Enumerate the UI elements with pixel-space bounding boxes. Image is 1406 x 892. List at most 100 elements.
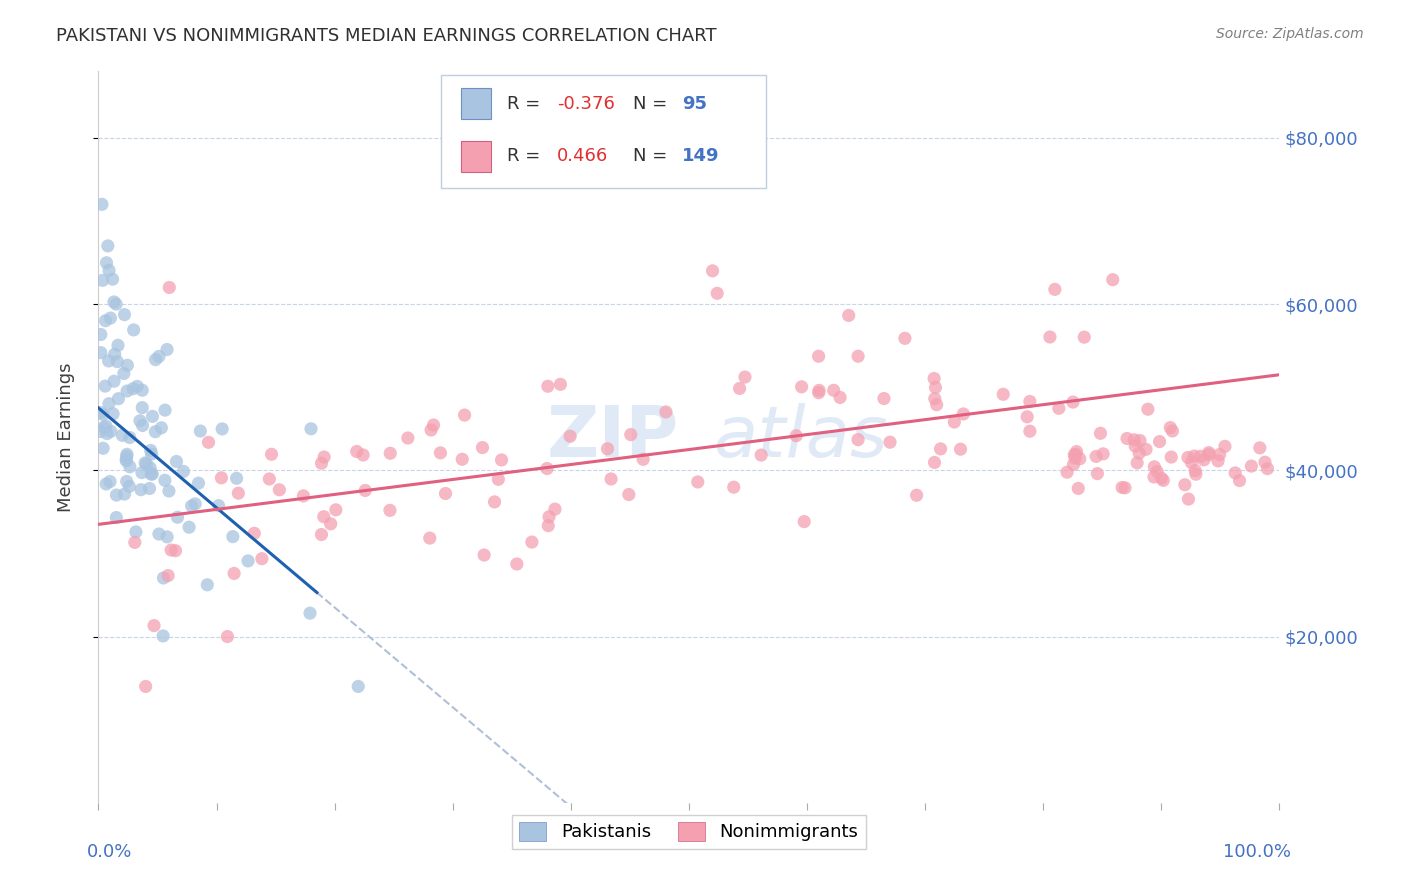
Point <box>536 461 558 475</box>
Point <box>1185 467 1208 482</box>
Point <box>1182 449 1205 463</box>
Point <box>94 379 117 393</box>
Point <box>537 518 560 533</box>
Point <box>91 442 114 456</box>
Point <box>346 444 368 458</box>
Point <box>1152 474 1174 488</box>
Point <box>1092 447 1115 461</box>
Point <box>197 435 219 450</box>
Point <box>453 408 475 422</box>
Point <box>122 382 145 396</box>
Text: Source: ZipAtlas.com: Source: ZipAtlas.com <box>1216 27 1364 41</box>
Point <box>157 483 180 498</box>
Point <box>1177 450 1199 465</box>
Point <box>135 457 157 471</box>
Point <box>143 425 166 439</box>
Point <box>91 273 114 287</box>
Point <box>207 499 229 513</box>
Text: ZIP: ZIP <box>547 402 679 472</box>
Point <box>1256 461 1278 475</box>
Point <box>145 352 167 367</box>
Point <box>790 380 813 394</box>
Point <box>96 477 118 491</box>
Point <box>118 459 141 474</box>
Point <box>195 578 218 592</box>
Point <box>103 374 125 388</box>
Point <box>728 381 751 395</box>
Point <box>90 327 112 342</box>
Point <box>101 407 124 421</box>
Point <box>1129 434 1152 448</box>
Point <box>734 370 756 384</box>
Point <box>486 472 509 486</box>
Point <box>100 425 122 439</box>
Point <box>1249 441 1271 455</box>
Point <box>1135 442 1157 457</box>
Point <box>1254 455 1277 469</box>
Point <box>96 426 118 441</box>
Point <box>807 385 830 400</box>
Point <box>125 524 148 539</box>
Text: N =: N = <box>634 147 673 165</box>
Point <box>1177 491 1199 506</box>
Text: R =: R = <box>508 95 546 112</box>
Point <box>422 418 444 433</box>
Point <box>152 571 174 585</box>
Point <box>157 280 180 294</box>
Point <box>1143 470 1166 484</box>
Point <box>1066 444 1088 458</box>
Point <box>429 446 451 460</box>
FancyBboxPatch shape <box>461 141 491 171</box>
Point <box>537 379 560 393</box>
Point <box>354 483 377 498</box>
Point <box>538 509 561 524</box>
Point <box>243 526 266 541</box>
Point <box>160 543 183 558</box>
Point <box>115 450 138 464</box>
Point <box>434 486 457 500</box>
Point <box>1225 466 1247 480</box>
Point <box>924 380 946 394</box>
Point <box>298 606 321 620</box>
Point <box>723 480 745 494</box>
Point <box>1184 464 1206 478</box>
Point <box>491 453 513 467</box>
Point <box>655 405 678 419</box>
Point <box>131 401 153 415</box>
Point <box>617 487 640 501</box>
Text: PAKISTANI VS NONIMMIGRANTS MEDIAN EARNINGS CORRELATION CHART: PAKISTANI VS NONIMMIGRANTS MEDIAN EARNIN… <box>56 27 717 45</box>
Point <box>90 425 112 439</box>
Point <box>97 354 120 368</box>
Point <box>131 418 153 433</box>
Point <box>98 397 121 411</box>
Point <box>259 472 281 486</box>
Point <box>209 471 232 485</box>
Point <box>314 450 336 464</box>
Point <box>152 629 174 643</box>
Point <box>156 530 179 544</box>
Point <box>1062 458 1084 472</box>
Point <box>1018 424 1040 438</box>
Point <box>1143 459 1166 474</box>
Point <box>217 630 239 644</box>
Point <box>187 476 209 491</box>
Point <box>808 384 831 398</box>
Point <box>292 489 315 503</box>
Point <box>107 392 129 406</box>
Point <box>111 428 134 442</box>
Point <box>838 309 860 323</box>
Point <box>143 618 166 632</box>
Point <box>596 442 619 456</box>
Point <box>1126 456 1149 470</box>
Point <box>225 471 247 485</box>
Point <box>1229 474 1251 488</box>
Point <box>156 343 179 357</box>
Y-axis label: Median Earnings: Median Earnings <box>56 362 75 512</box>
Point <box>993 387 1015 401</box>
Point <box>1047 401 1070 416</box>
Point <box>115 454 138 468</box>
Point <box>396 431 419 445</box>
Point <box>115 475 138 489</box>
Point <box>114 308 136 322</box>
Text: atlas: atlas <box>713 402 887 472</box>
